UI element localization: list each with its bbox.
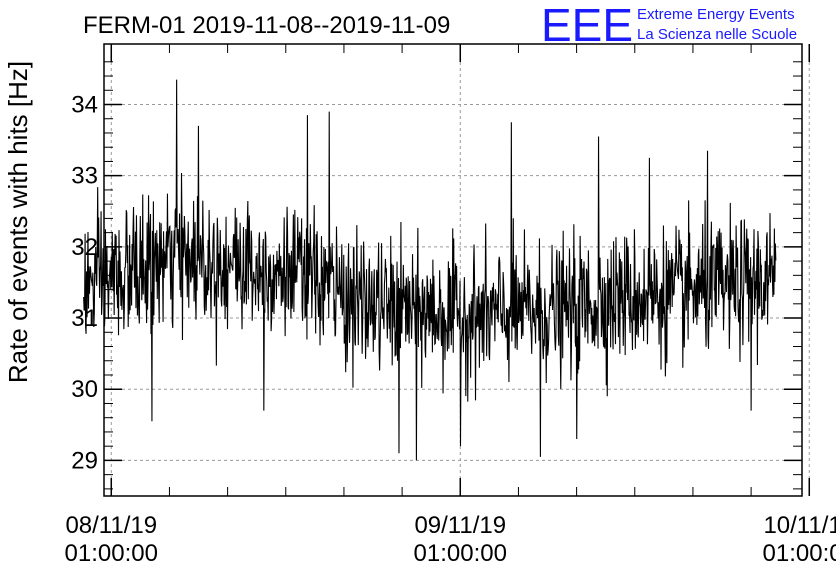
x-tick-label-date: 08/11/19 [65, 512, 157, 539]
chart-title: FERM-01 2019-11-08--2019-11-09 [83, 12, 450, 39]
logo-line-2: La Scienza nelle Scuole [637, 26, 797, 43]
y-tick-label: 29 [71, 447, 98, 474]
logo-letters: EEE [541, 0, 633, 51]
y-tick-label: 33 [71, 163, 98, 190]
y-tick-label: 30 [71, 376, 98, 403]
y-tick-label: 34 [71, 92, 98, 119]
x-tick-label-date: 09/11/19 [414, 512, 506, 539]
plot-frame [103, 43, 803, 497]
y-tick-label: 32 [71, 234, 98, 261]
logo-line-1: Extreme Energy Events [637, 6, 795, 23]
x-tick-label-time: 01:00:00 [65, 540, 158, 567]
rate-series-line [83, 79, 777, 461]
y-tick-labels: 29 30 31 32 33 34 [71, 92, 98, 475]
x-tick-label-time: 01:00:00 [763, 540, 836, 567]
tick-marks [104, 44, 811, 496]
eee-logo: EEE Extreme Energy Events La Scienza nel… [541, 0, 797, 51]
x-tick-label-time: 01:00:00 [414, 540, 507, 567]
series-layer [83, 79, 777, 461]
y-axis-label: Rate of events with hits [Hz] [3, 61, 33, 383]
y-tick-label: 31 [71, 305, 98, 332]
x-tick-labels: 08/11/1901:00:0009/11/1901:00:0010/11/19… [65, 512, 836, 567]
x-tick-label-date: 10/11/19 [763, 512, 836, 539]
